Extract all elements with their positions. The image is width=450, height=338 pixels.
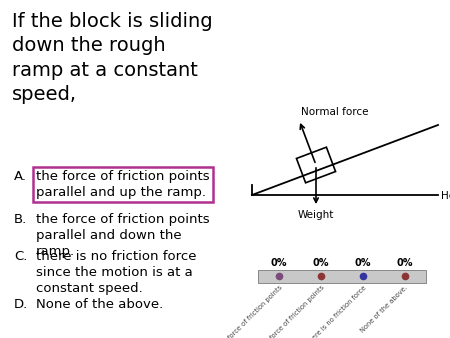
Text: D.: D. bbox=[14, 298, 28, 311]
Text: C.: C. bbox=[14, 250, 27, 263]
Text: None of the above.: None of the above. bbox=[360, 285, 409, 334]
Text: 0%: 0% bbox=[271, 258, 287, 267]
Text: Horizontal: Horizontal bbox=[441, 191, 450, 201]
Bar bbox=[297, 147, 336, 183]
Bar bbox=[258, 269, 426, 283]
Text: Normal force: Normal force bbox=[301, 107, 369, 117]
Text: 0%: 0% bbox=[355, 258, 371, 267]
Text: 0%: 0% bbox=[397, 258, 413, 267]
Text: B.: B. bbox=[14, 213, 27, 226]
Text: there is no friction force: there is no friction force bbox=[306, 285, 367, 338]
Text: there is no friction force
since the motion is at a
constant speed.: there is no friction force since the mot… bbox=[36, 250, 197, 295]
Text: the force of friction points
parallel and down the
ramp.: the force of friction points parallel an… bbox=[36, 213, 210, 258]
Text: None of the above.: None of the above. bbox=[36, 298, 163, 311]
Text: A.: A. bbox=[14, 170, 27, 183]
Text: the force of friction points
parallel and up the ramp.: the force of friction points parallel an… bbox=[36, 170, 210, 199]
Text: the force of friction points: the force of friction points bbox=[217, 285, 283, 338]
Text: the force of friction points: the force of friction points bbox=[260, 285, 325, 338]
Text: 0%: 0% bbox=[313, 258, 329, 267]
Text: If the block is sliding
down the rough
ramp at a constant
speed,: If the block is sliding down the rough r… bbox=[12, 12, 212, 104]
Text: Weight: Weight bbox=[298, 210, 334, 220]
